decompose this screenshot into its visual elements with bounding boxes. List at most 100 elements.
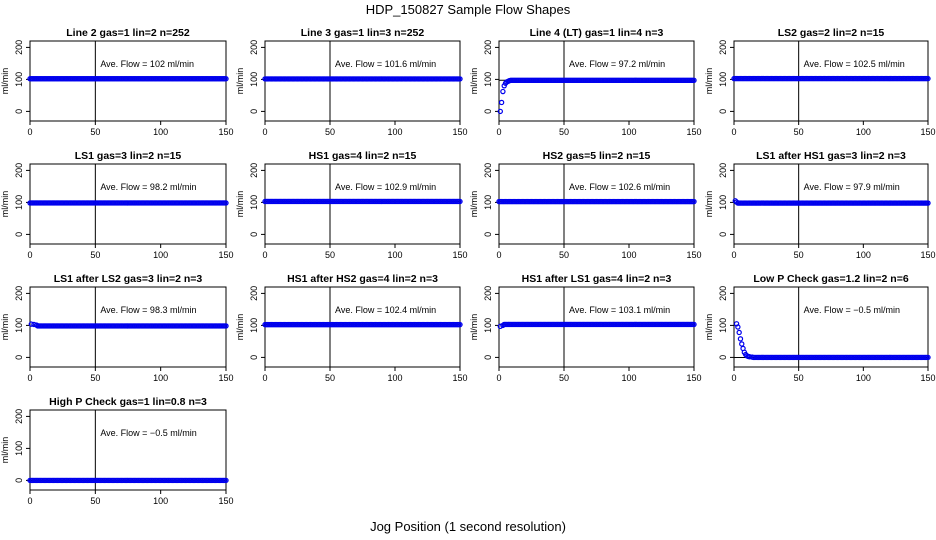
subplot-7: HS2 gas=5 lin=2 n=15 ml/min 0 100 200 0 50 100 1…	[469, 150, 702, 260]
x-tick-label: 0	[731, 127, 736, 137]
data-point	[500, 88, 506, 95]
x-tick-label: 50	[559, 127, 569, 137]
y-tick-label: 0	[249, 355, 259, 360]
x-tick-label: 50	[794, 250, 804, 260]
y-tick-label: 100	[14, 195, 24, 210]
subplot-title: LS1 gas=3 lin=2 n=15	[75, 150, 182, 162]
y-tick-label: 100	[718, 195, 728, 210]
y-axis-label: ml/min	[235, 191, 245, 218]
x-tick-label: 50	[325, 127, 335, 137]
subplot-title: Line 4 (LT) gas=1 lin=4 n=3	[530, 27, 664, 39]
y-tick-label: 0	[483, 232, 493, 237]
x-tick-label: 150	[686, 127, 701, 137]
data-point	[498, 99, 505, 106]
subplot-title: Line 2 gas=1 lin=2 n=252	[66, 27, 190, 39]
data-point	[691, 198, 697, 205]
y-tick-label: 100	[14, 72, 24, 87]
x-tick-label: 100	[153, 496, 168, 506]
x-tick-label: 0	[496, 127, 501, 137]
y-axis-label: ml/min	[0, 68, 10, 95]
data-point	[691, 77, 697, 83]
x-tick-label: 100	[153, 250, 168, 260]
subplot-4: LS2 gas=2 lin=2 n=15 ml/min 0 100 200 0 50 100 1…	[704, 27, 936, 137]
x-tick-label: 100	[621, 373, 636, 383]
y-tick-label: 100	[249, 195, 259, 210]
y-tick-label: 0	[483, 109, 493, 114]
average-flow-annotation: Ave. Flow = 102.5 ml/min	[804, 59, 905, 69]
data-point	[735, 324, 741, 330]
y-tick-label: 100	[249, 72, 259, 87]
y-axis-label: ml/min	[0, 314, 10, 341]
plot-frame	[733, 286, 929, 368]
data-point	[457, 76, 463, 82]
y-tick-label: 100	[718, 72, 728, 87]
x-tick-label: 150	[920, 373, 935, 383]
y-axis-label: ml/min	[469, 191, 479, 218]
x-tick-label: 50	[794, 127, 804, 137]
x-tick-label: 50	[90, 127, 100, 137]
subplot-title: HS1 after HS2 gas=4 lin=2 n=3	[287, 273, 438, 285]
x-tick-label: 0	[731, 373, 736, 383]
y-tick-label: 200	[483, 163, 493, 178]
x-tick-label: 100	[387, 127, 402, 137]
data-point	[736, 329, 742, 336]
data-point	[925, 354, 931, 361]
y-tick-label: 100	[249, 318, 259, 333]
x-tick-label: 150	[920, 250, 935, 260]
y-axis-label: ml/min	[0, 437, 10, 464]
subplot-title: Line 3 gas=1 lin=3 n=252	[301, 27, 425, 39]
x-tick-label: 50	[325, 373, 335, 383]
y-tick-label: 200	[483, 286, 493, 301]
y-tick-label: 0	[483, 355, 493, 360]
x-tick-label: 50	[325, 250, 335, 260]
subplot-title: LS1 after HS1 gas=3 lin=2 n=3	[756, 150, 906, 162]
x-tick-label: 50	[90, 250, 100, 260]
y-tick-label: 200	[249, 40, 259, 55]
subplot-title: Low P Check gas=1.2 lin=2 n=6	[753, 273, 908, 285]
data-point	[497, 108, 503, 115]
average-flow-annotation: Ave. Flow = 97.2 ml/min	[569, 59, 665, 69]
y-tick-label: 200	[14, 163, 24, 178]
data-point	[737, 336, 744, 342]
subplot-5: LS1 gas=3 lin=2 n=15 ml/min 0 100 200 0 50 100 1…	[0, 150, 234, 260]
y-tick-label: 100	[14, 318, 24, 333]
plot-frame	[29, 409, 227, 491]
x-tick-label: 0	[496, 250, 501, 260]
y-tick-label: 200	[14, 286, 24, 301]
y-tick-label: 0	[249, 232, 259, 237]
average-flow-annotation: Ave. Flow = 102 ml/min	[100, 59, 194, 69]
x-tick-label: 50	[90, 496, 100, 506]
x-tick-label: 50	[794, 373, 804, 383]
average-flow-annotation: Ave. Flow = 102.6 ml/min	[569, 182, 670, 192]
figure-title: HDP_150827 Sample Flow Shapes	[365, 2, 571, 17]
subplot-title: LS2 gas=2 lin=2 n=15	[778, 27, 885, 39]
x-tick-label: 0	[27, 373, 32, 383]
y-tick-label: 100	[14, 441, 24, 456]
x-tick-label: 100	[387, 373, 402, 383]
subplot-title: High P Check gas=1 lin=0.8 n=3	[49, 396, 207, 408]
y-tick-label: 100	[718, 318, 728, 333]
y-tick-label: 0	[14, 232, 24, 237]
y-tick-label: 200	[249, 163, 259, 178]
data-point	[223, 76, 229, 82]
y-tick-label: 0	[718, 355, 728, 360]
subplot-title: HS1 gas=4 lin=2 n=15	[309, 150, 417, 162]
subplot-12: Low P Check gas=1.2 lin=2 n=6 ml/min 0 100 2…	[704, 273, 936, 383]
subplot-3: Line 4 (LT) gas=1 lin=4 n=3 ml/min 0 100 200…	[469, 27, 702, 137]
x-tick-label: 100	[387, 250, 402, 260]
x-tick-label: 150	[920, 127, 935, 137]
x-tick-label: 0	[27, 250, 32, 260]
x-tick-label: 150	[452, 250, 467, 260]
x-tick-label: 0	[262, 250, 267, 260]
y-tick-label: 100	[483, 72, 493, 87]
y-tick-label: 200	[718, 163, 728, 178]
y-tick-label: 0	[249, 109, 259, 114]
y-tick-label: 100	[483, 195, 493, 210]
average-flow-annotation: Ave. Flow = 102.4 ml/min	[335, 305, 436, 315]
subplot-13: High P Check gas=1 lin=0.8 n=3 ml/min 0 100…	[0, 396, 234, 506]
x-tick-label: 150	[452, 373, 467, 383]
data-point	[223, 477, 229, 484]
x-tick-label: 0	[262, 127, 267, 137]
